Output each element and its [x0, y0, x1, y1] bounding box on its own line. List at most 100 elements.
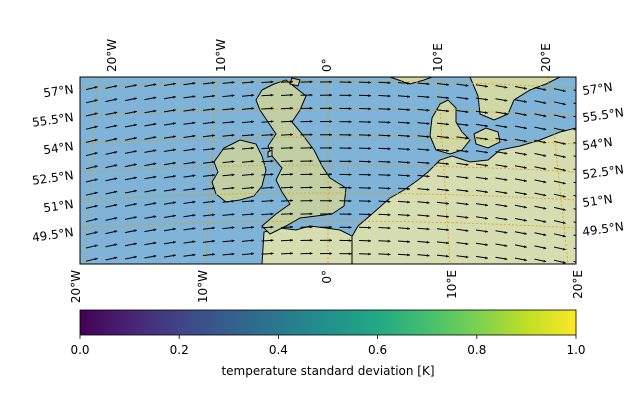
wind-arrow-head: [387, 107, 391, 111]
wind-arrow-head: [368, 173, 371, 177]
wind-arrow-head: [94, 218, 98, 221]
wind-arrow: [573, 128, 576, 131]
wind-arrow-head: [387, 94, 391, 98]
wind-arrow-head: [368, 147, 371, 150]
wind-arrow-head: [426, 174, 430, 178]
top-lon-label: 10°W: [214, 39, 228, 72]
wind-arrow-head: [329, 186, 332, 189]
wind-arrow-head: [114, 190, 118, 194]
wind-arrow-head: [562, 234, 566, 238]
wind-arrow-head: [348, 173, 352, 176]
top-longitude-labels: 20°W 10°W 0° 10°E 20°E: [105, 39, 553, 72]
left-lat-label: 57°N: [43, 82, 75, 100]
wind-arrow-head: [426, 240, 430, 244]
wind-arrow-head: [114, 151, 118, 154]
wind-arrow-head: [192, 161, 196, 164]
wind-arrow-head: [426, 161, 430, 165]
wind-arrow-head: [485, 150, 488, 154]
wind-arrow-head: [192, 227, 196, 230]
wind-arrow-head: [562, 89, 566, 92]
wind-arrow-head: [446, 175, 449, 179]
wind-arrow-head: [212, 239, 215, 243]
wind-arrow-head: [504, 125, 508, 129]
wind-arrow-head: [153, 202, 157, 205]
wind-arrow-head: [446, 228, 449, 232]
wind-arrow-head: [133, 242, 137, 246]
wind-arrow-head: [348, 226, 352, 229]
wind-arrow-head: [329, 252, 332, 255]
wind-arrow-head: [114, 124, 118, 128]
wind-arrow-head: [309, 199, 313, 202]
wind-arrow-head: [173, 82, 176, 86]
wind-arrow-head: [485, 98, 488, 101]
colorbar: 0.0 0.2 0.4 0.6 0.8 1.0 temperature stan…: [70, 309, 586, 378]
wind-arrow-head: [329, 239, 332, 242]
colorbar-tick-label: 0.0: [70, 343, 89, 357]
wind-arrow-head: [212, 213, 215, 217]
wind-arrow-head: [407, 187, 410, 191]
wind-arrow-head: [523, 100, 527, 103]
wind-arrow-head: [446, 122, 449, 126]
wind-arrow-head: [368, 186, 371, 190]
bottom-lon-label: 20°E: [571, 270, 585, 299]
wind-arrow-head: [290, 93, 293, 97]
wind-arrow-head: [329, 146, 332, 150]
wind-arrow-head: [348, 107, 352, 110]
wind-arrow-head: [251, 212, 254, 216]
wind-arrow-head: [114, 256, 118, 260]
wind-arrow-head: [562, 247, 566, 251]
wind-arrow-head: [407, 95, 410, 98]
wind-arrow-head: [446, 149, 449, 152]
wind-arrow-head: [94, 112, 98, 116]
wind-arrow-head: [523, 179, 527, 182]
wind-arrow-head: [231, 173, 235, 177]
wind-arrow-head: [485, 164, 488, 167]
wind-arrow-head: [387, 81, 391, 85]
wind-arrow-head: [133, 203, 137, 206]
wind-arrow-head: [270, 173, 274, 176]
left-lat-label: 51°N: [43, 197, 75, 215]
wind-arrow-head: [465, 110, 469, 114]
wind-arrow-head: [348, 146, 352, 150]
wind-arrow-head: [309, 133, 313, 136]
wind-arrow-head: [114, 111, 118, 115]
wind-arrow-head: [348, 239, 352, 242]
wind-arrow-head: [465, 189, 469, 193]
wind-arrow-head: [309, 146, 313, 150]
wind-arrow-head: [251, 107, 254, 110]
wind-arrow-head: [523, 192, 527, 196]
wind-arrow-head: [543, 101, 547, 104]
wind-arrow-head: [407, 81, 410, 85]
wind-arrow-head: [173, 161, 176, 165]
wind-arrow-head: [173, 227, 176, 231]
wind-arrow-head: [407, 227, 410, 230]
wind-arrow-head: [309, 212, 313, 216]
wind-arrow-head: [446, 254, 449, 258]
wind-arrow-head: [504, 204, 508, 208]
wind-arrow-head: [94, 178, 98, 182]
wind-arrow-head: [562, 181, 566, 185]
wind-arrow-head: [348, 133, 352, 137]
wind-arrow-head: [523, 166, 527, 169]
wind-arrow-head: [446, 215, 449, 218]
wind-arrow-head: [290, 133, 293, 136]
wind-arrow-head: [212, 147, 215, 151]
land-ireland: [211, 139, 267, 203]
bottom-lon-label: 10°E: [445, 270, 459, 299]
wind-arrow-head: [290, 80, 293, 84]
wind-arrow-head: [270, 239, 274, 242]
wind-arrow-head: [582, 130, 585, 133]
wind-arrow-head: [270, 186, 274, 189]
wind-arrow-head: [387, 173, 391, 177]
wind-arrow-head: [562, 261, 566, 264]
wind-arrow-head: [582, 183, 585, 186]
wind-arrow-head: [270, 120, 274, 123]
wind-arrow-head: [562, 195, 566, 198]
wind-arrow-head: [231, 226, 235, 229]
wind-arrow-head: [251, 120, 254, 124]
wind-arrow-head: [485, 137, 488, 141]
wind-arrow-head: [290, 238, 293, 242]
wind-arrow-head: [94, 165, 98, 168]
wind-arrow-head: [270, 80, 274, 84]
wind-arrow-head: [582, 262, 585, 265]
